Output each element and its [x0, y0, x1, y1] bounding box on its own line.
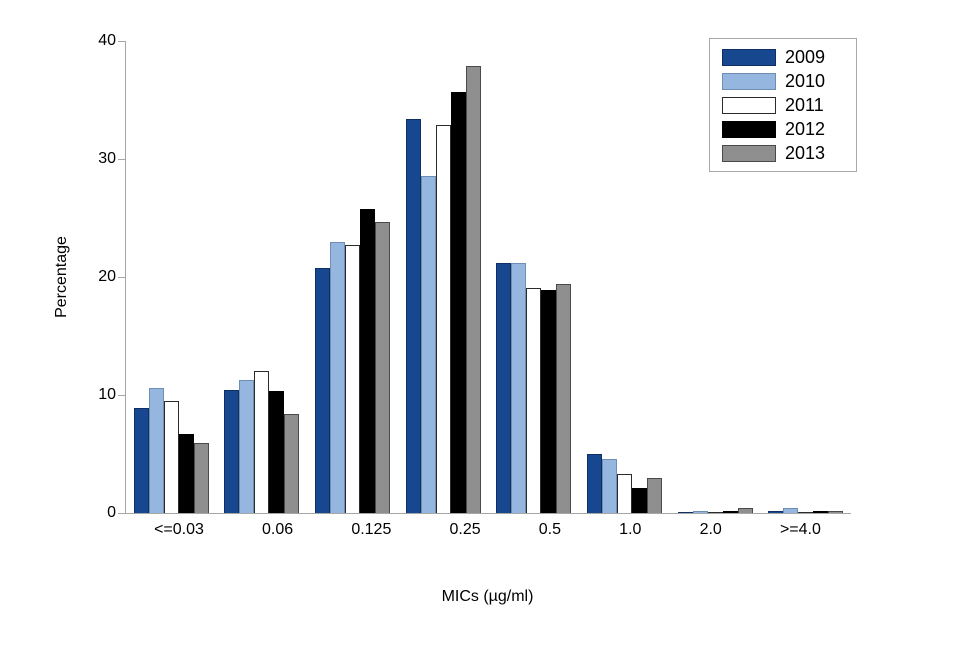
x-tick-label-0.5: 0.5	[538, 521, 562, 538]
legend-swatch-2012	[722, 120, 776, 138]
bar-2009-0.125	[315, 268, 331, 513]
legend-label-2011: 2011	[785, 95, 824, 115]
y-tick-label: 40	[98, 32, 116, 49]
bar-2013-1.0	[646, 478, 662, 513]
bar-2012-0.125	[360, 209, 376, 513]
legend-swatch-2013	[722, 144, 776, 162]
bar-2013-2.0	[737, 508, 753, 513]
bar-2010-0.06	[239, 380, 255, 513]
y-tick-mark	[118, 395, 125, 396]
bar-2009-0.5	[496, 263, 512, 513]
bar-2011->=4.0	[798, 512, 814, 513]
bar-2012-<=0.03	[178, 434, 194, 513]
bar-2012-0.5	[541, 290, 557, 513]
legend-item-2009: 2009	[722, 48, 844, 66]
bar-2012-0.06	[269, 391, 285, 513]
bar-2009-0.25	[405, 119, 421, 513]
bar-2009-1.0	[586, 454, 602, 513]
bar-2011-0.06	[254, 371, 270, 513]
bar-2013->=4.0	[828, 511, 844, 513]
bar-2009-<=0.03	[133, 408, 149, 513]
legend-item-2012: 2012	[722, 120, 844, 138]
bar-2013-<=0.03	[193, 443, 209, 513]
legend-swatch-2011	[722, 96, 776, 114]
bar-group->=4.0	[768, 508, 844, 513]
legend-label-2010: 2010	[785, 71, 826, 91]
bar-2012->=4.0	[813, 511, 829, 513]
legend-label-2012: 2012	[785, 119, 826, 139]
bar-group-0.5	[496, 263, 572, 513]
bar-2010-2.0	[692, 511, 708, 513]
bar-2010-0.125	[330, 242, 346, 513]
bar-2010-<=0.03	[148, 388, 164, 513]
bar-group-1.0	[586, 454, 662, 513]
bar-group-0.125	[315, 209, 391, 513]
x-tick-label-1.0: 1.0	[619, 521, 642, 538]
bar-group-0.25	[405, 66, 481, 513]
bar-group-0.06	[224, 371, 300, 513]
y-tick-mark	[118, 513, 125, 514]
y-tick-label: 30	[98, 150, 116, 167]
bar-2013-0.125	[375, 222, 391, 513]
bar-group-<=0.03	[133, 388, 209, 513]
bar-2011-0.25	[435, 125, 451, 513]
bar-group-2.0	[677, 508, 753, 513]
bar-2012-1.0	[631, 488, 647, 513]
x-axis-title: MICs (µg/ml)	[441, 588, 534, 605]
legend-label-2009: 2009	[785, 47, 826, 67]
bar-2013-0.25	[465, 66, 481, 513]
bar-2012-0.25	[450, 92, 466, 513]
legend-item-2010: 2010	[722, 72, 844, 90]
legend-swatch-2009	[722, 48, 776, 66]
bar-2010-0.5	[511, 263, 527, 513]
bar-2010->=4.0	[783, 508, 799, 513]
bar-2012-2.0	[722, 511, 738, 513]
y-tick-mark	[118, 277, 125, 278]
y-tick-label: 0	[107, 504, 116, 521]
bar-2010-0.25	[420, 176, 436, 513]
y-tick-mark	[118, 41, 125, 42]
bar-groups	[126, 41, 851, 513]
x-tick-label-<=0.03: <=0.03	[154, 521, 204, 538]
bar-2011-<=0.03	[163, 401, 179, 513]
bar-2009-2.0	[677, 512, 693, 513]
legend-swatch-2010	[722, 72, 776, 90]
bar-2011-0.125	[345, 245, 361, 513]
x-axis-tick-labels: <=0.03 0.06 0.125 0.25 0.5 1.0 2.0 >=4.0	[125, 521, 850, 539]
legend: 2009 2010 2011 2012 2013	[709, 38, 857, 172]
legend-item-2013: 2013	[722, 144, 844, 162]
bar-2013-0.5	[556, 284, 572, 513]
y-tick-label: 10	[98, 386, 116, 403]
bar-2009->=4.0	[768, 511, 784, 513]
y-tick-mark	[118, 159, 125, 160]
bar-2011-1.0	[616, 474, 632, 513]
plot-area: 0 10 20 30 40	[98, 33, 851, 521]
legend-label-2013: 2013	[785, 143, 826, 163]
bar-2010-1.0	[601, 459, 617, 513]
x-tick-label-0.125: 0.125	[351, 521, 392, 538]
x-tick-label-0.06: 0.06	[262, 521, 294, 538]
y-tick-label: 20	[98, 268, 116, 285]
x-tick-label->=4.0: >=4.0	[779, 521, 821, 538]
x-tick-label-2.0: 2.0	[699, 521, 722, 538]
legend-item-2011: 2011	[722, 96, 844, 114]
x-tick-label-0.25: 0.25	[449, 521, 481, 538]
bar-2013-0.06	[284, 414, 300, 513]
bar-2011-0.5	[526, 288, 542, 513]
bar-2009-0.06	[224, 390, 240, 513]
bar-2011-2.0	[707, 512, 723, 513]
